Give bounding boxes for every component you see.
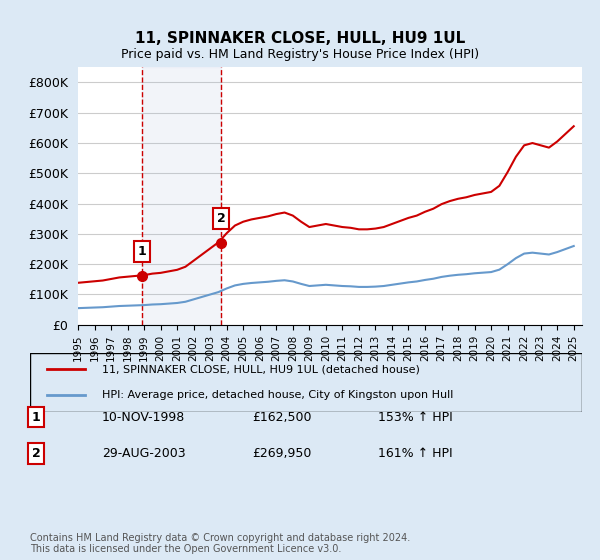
Text: 1: 1 xyxy=(32,410,40,424)
Text: 2: 2 xyxy=(217,212,226,225)
Text: £269,950: £269,950 xyxy=(252,447,311,460)
Text: 161% ↑ HPI: 161% ↑ HPI xyxy=(378,447,452,460)
Text: Contains HM Land Registry data © Crown copyright and database right 2024.
This d: Contains HM Land Registry data © Crown c… xyxy=(30,533,410,554)
Text: 10-NOV-1998: 10-NOV-1998 xyxy=(102,410,185,424)
Text: £162,500: £162,500 xyxy=(252,410,311,424)
Text: HPI: Average price, detached house, City of Kingston upon Hull: HPI: Average price, detached house, City… xyxy=(102,390,453,400)
Text: 1: 1 xyxy=(137,245,146,258)
Text: 11, SPINNAKER CLOSE, HULL, HU9 1UL: 11, SPINNAKER CLOSE, HULL, HU9 1UL xyxy=(135,31,465,46)
Text: Price paid vs. HM Land Registry's House Price Index (HPI): Price paid vs. HM Land Registry's House … xyxy=(121,48,479,60)
Text: 11, SPINNAKER CLOSE, HULL, HU9 1UL (detached house): 11, SPINNAKER CLOSE, HULL, HU9 1UL (deta… xyxy=(102,364,419,374)
Bar xyxy=(142,67,221,325)
Text: 153% ↑ HPI: 153% ↑ HPI xyxy=(378,410,453,424)
Text: 29-AUG-2003: 29-AUG-2003 xyxy=(102,447,185,460)
Text: 2: 2 xyxy=(32,447,40,460)
